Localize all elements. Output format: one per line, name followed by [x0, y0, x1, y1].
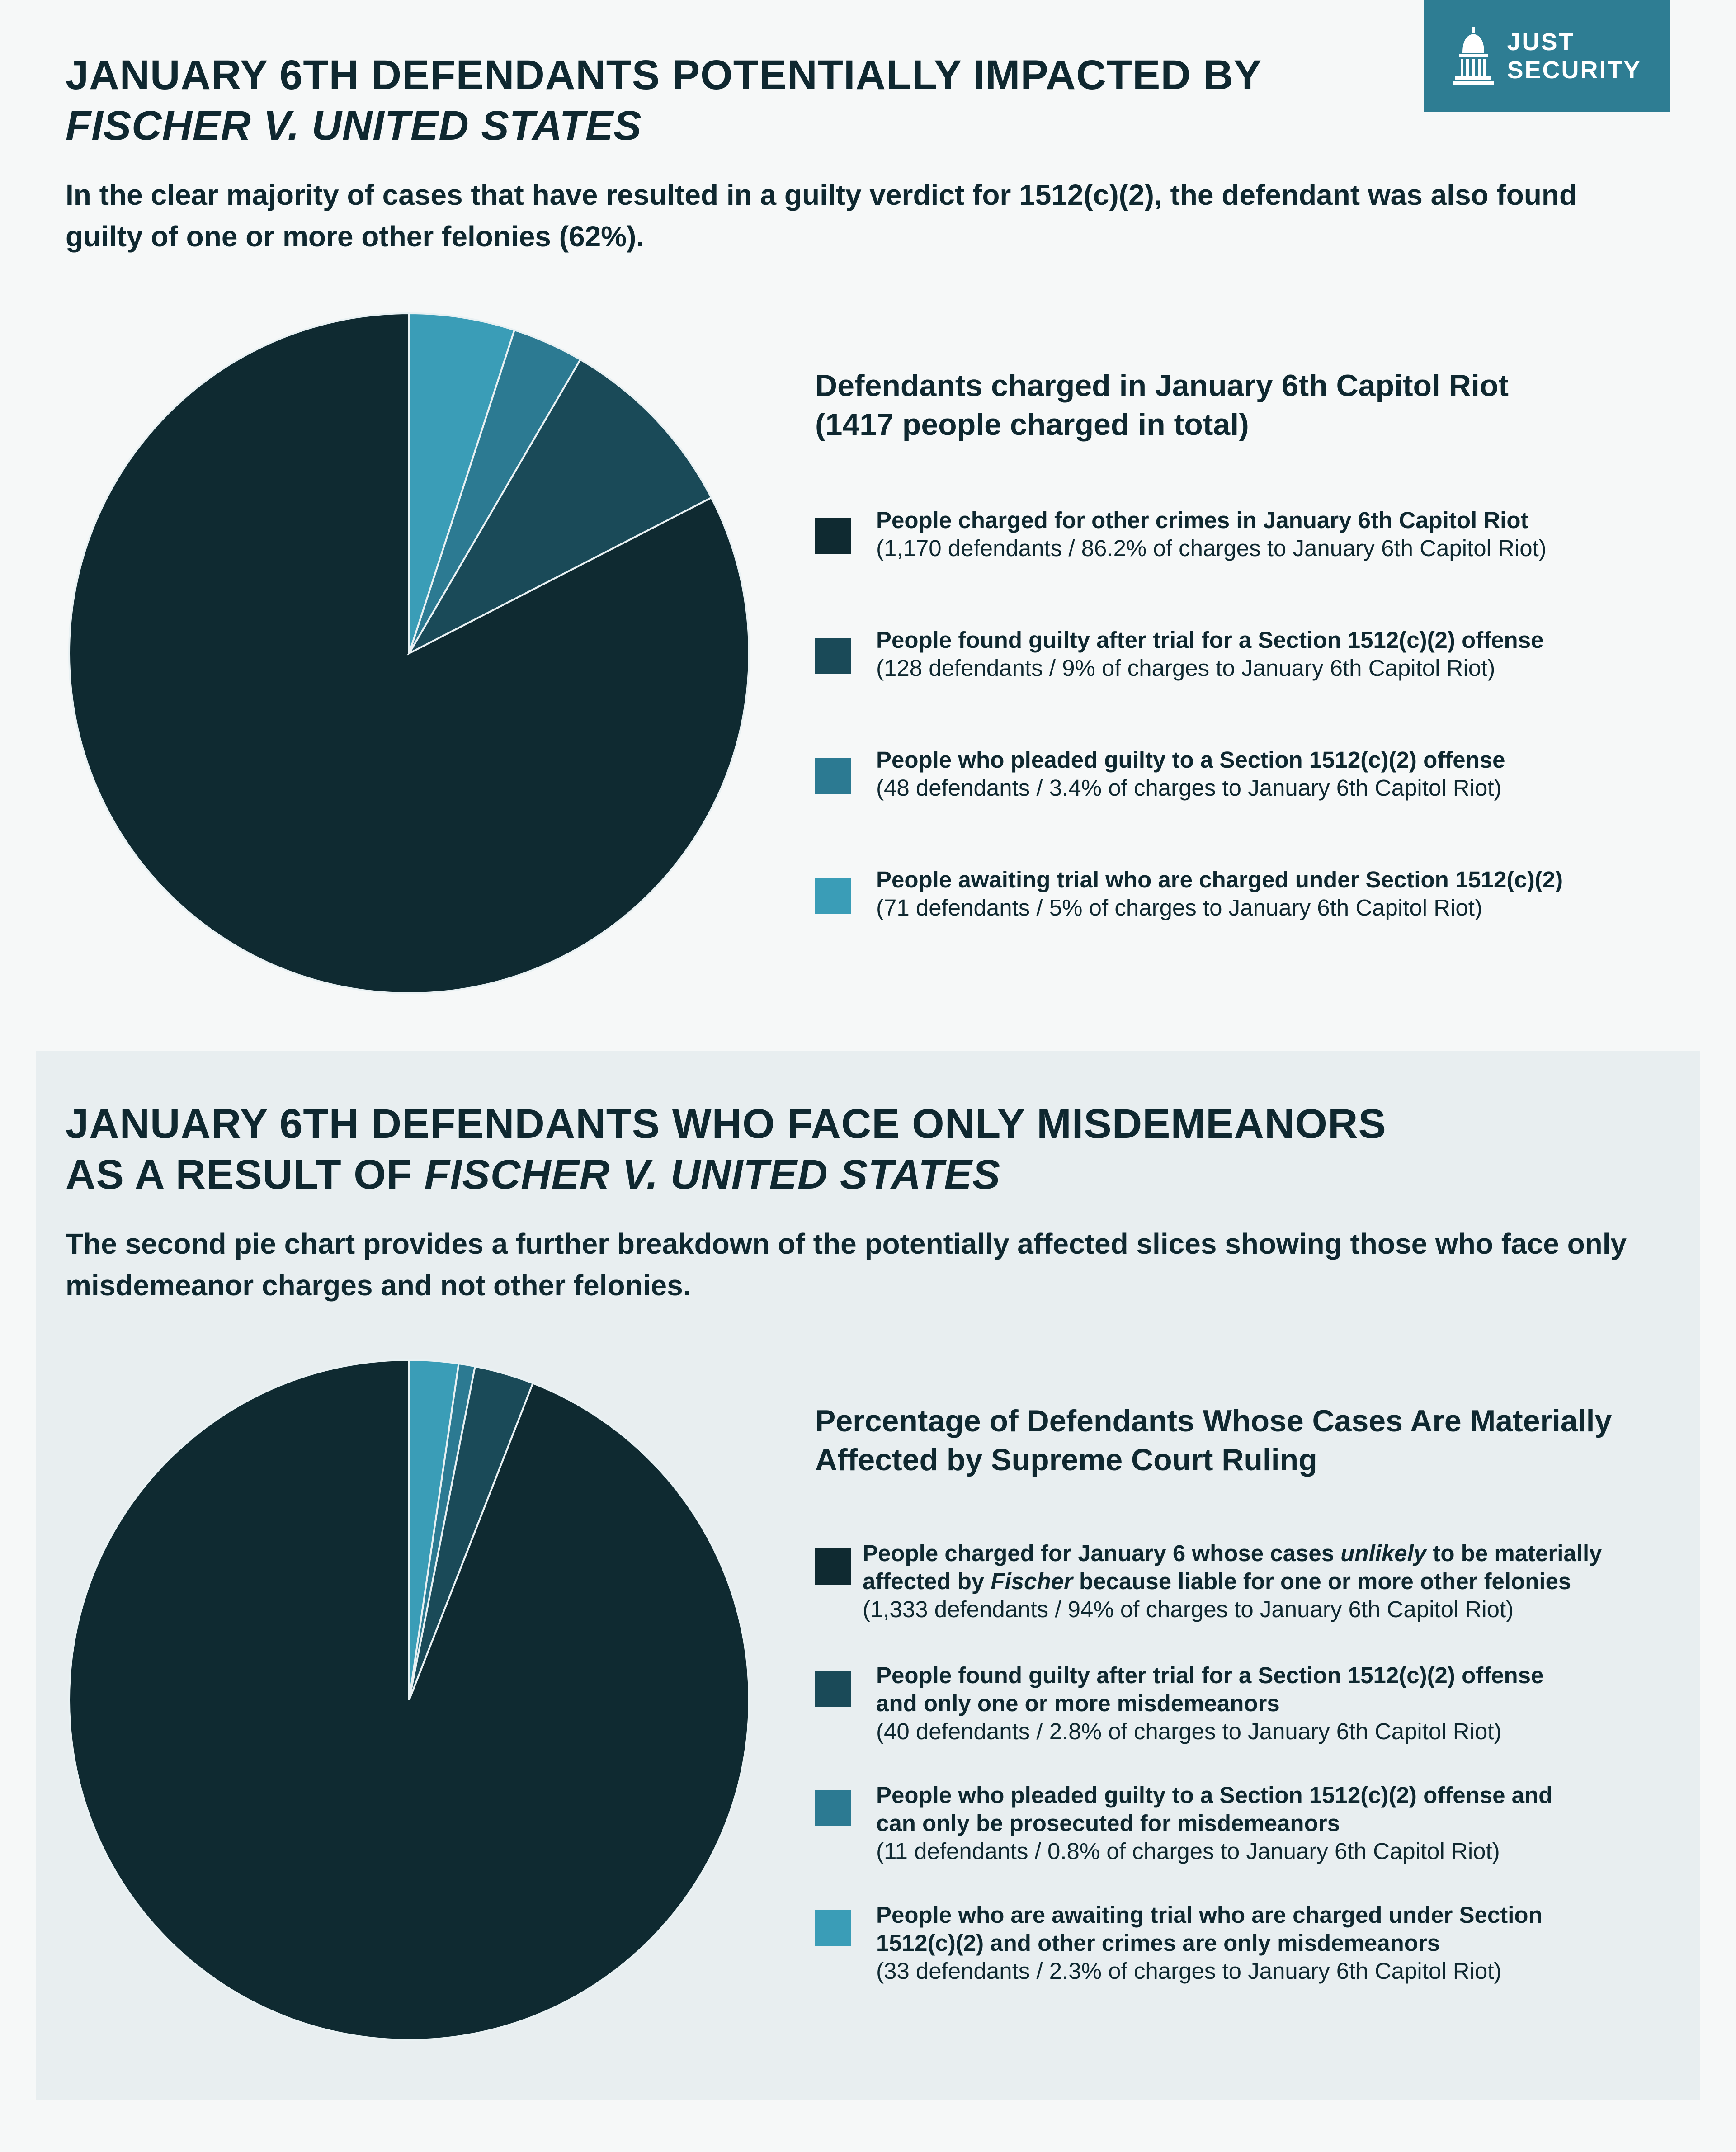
section1-subtitle: In the clear majority of cases that have…	[66, 179, 1577, 253]
legend-swatch	[815, 878, 851, 914]
legend-label-line2: can only be prosecuted for misdemeanors	[876, 1810, 1340, 1836]
logo-text: JUST SECURITY	[1507, 28, 1641, 84]
section2-title-italic: FISCHER V. UNITED STATES	[424, 1152, 1001, 1198]
legend-detail: (71 defendants / 5% of charges to Januar…	[876, 895, 1482, 920]
legend-swatch	[815, 1548, 851, 1585]
logo-line-2: SECURITY	[1507, 57, 1642, 84]
legend-label: People who pleaded guilty to a Section 1…	[876, 747, 1505, 773]
legend-detail: (40 defendants / 2.8% of charges to Janu…	[876, 1718, 1502, 1744]
legend-swatch	[815, 758, 851, 794]
legend-2-title-line2: Affected by Supreme Court Ruling	[815, 1443, 1317, 1477]
section2-subtitle: The second pie chart provides a further …	[66, 1227, 1627, 1302]
section1-title-line2: FISCHER V. UNITED STATES	[66, 103, 642, 149]
legend-label: People charged for other crimes in Janua…	[876, 507, 1528, 533]
legend-label-line1: People who are awaiting trial who are ch…	[876, 1902, 1543, 1928]
section2-title-line2: AS A RESULT OF FISCHER V. UNITED STATES	[66, 1149, 1603, 1200]
capitol-dome-icon	[1453, 27, 1495, 85]
legend-label-line2: and only one or more misdemeanors	[876, 1690, 1280, 1716]
legend-label-line1: People who pleaded guilty to a Section 1…	[876, 1782, 1553, 1808]
legend-label-line1: People found guilty after trial for a Se…	[876, 1662, 1544, 1688]
section1-title-line1: JANUARY 6TH DEFENDANTS POTENTIALLY IMPAC…	[66, 52, 1262, 98]
legend-2: Percentage of Defendants Whose Cases Are…	[815, 1402, 1674, 2003]
legend-1: Defendants charged in January 6th Capito…	[815, 366, 1674, 954]
just-security-logo[interactable]: JUST SECURITY	[1424, 0, 1670, 112]
legend-label: People awaiting trial who are charged un…	[876, 867, 1563, 892]
legend-label-line1: People charged for January 6 whose cases…	[863, 1540, 1602, 1566]
legend-swatch	[815, 1910, 851, 1946]
legend-swatch	[815, 638, 851, 674]
legend-label-line2: affected by Fischer because liable for o…	[863, 1568, 1571, 1594]
pie-chart-defendants-charged	[68, 312, 750, 994]
legend-detail: (48 defendants / 3.4% of charges to Janu…	[876, 775, 1502, 801]
legend-detail: (33 defendants / 2.3% of charges to Janu…	[876, 1958, 1502, 1984]
legend-swatch	[815, 1671, 851, 1707]
legend-label: People found guilty after trial for a Se…	[876, 627, 1544, 653]
section1-heading: JANUARY 6TH DEFENDANTS POTENTIALLY IMPAC…	[66, 50, 1377, 151]
legend-1-title-line2: (1417 people charged in total)	[815, 407, 1249, 442]
legend-detail: (1,333 defendants / 94% of charges to Ja…	[863, 1596, 1514, 1622]
pie-chart-materially-affected	[68, 1359, 750, 2041]
section2-heading: JANUARY 6TH DEFENDANTS WHO FACE ONLY MIS…	[66, 1099, 1603, 1200]
legend-label-line2: 1512(c)(2) and other crimes are only mis…	[876, 1930, 1440, 1956]
legend-detail: (1,170 defendants / 86.2% of charges to …	[876, 535, 1547, 561]
pie-slice-awaiting-misdemeanors	[408, 1359, 460, 1700]
pie-slice-found-guilty-trial	[406, 358, 713, 656]
legend-detail: (128 defendants / 9% of charges to Janua…	[876, 655, 1495, 681]
section2-title-line1: JANUARY 6TH DEFENDANTS WHO FACE ONLY MIS…	[66, 1101, 1387, 1147]
pie-slice-awaiting-trial	[408, 312, 516, 654]
logo-line-1: JUST	[1507, 28, 1575, 56]
legend-swatch	[815, 518, 851, 554]
section2-title-prefix: AS A RESULT OF	[66, 1152, 425, 1198]
legend-detail: (11 defendants / 0.8% of charges to Janu…	[876, 1838, 1500, 1864]
legend-2-title-line1: Percentage of Defendants Whose Cases Are…	[815, 1404, 1612, 1438]
legend-1-title-line1: Defendants charged in January 6th Capito…	[815, 368, 1509, 403]
legend-swatch	[815, 1790, 851, 1826]
